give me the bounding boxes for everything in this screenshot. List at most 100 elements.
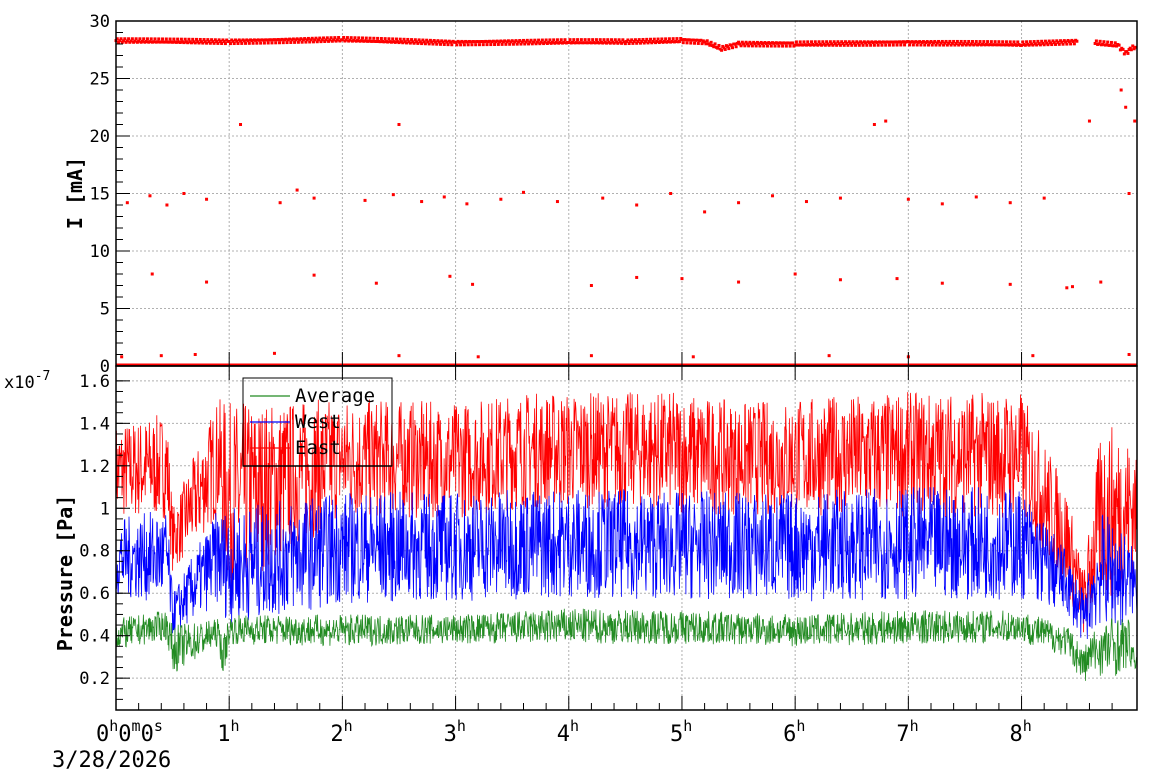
- current-point: [312, 196, 316, 200]
- x-tick-label: 2h: [330, 717, 352, 747]
- y-tick-label: 1: [100, 499, 110, 519]
- current-baseline-point: [1045, 41, 1049, 45]
- current-baseline-point: [318, 36, 322, 40]
- current-baseline-point: [632, 39, 636, 43]
- current-baseline-point: [357, 36, 361, 40]
- current-baseline-point: [206, 38, 210, 42]
- current-point: [635, 203, 639, 207]
- current-point: [974, 195, 978, 199]
- current-baseline-point: [402, 37, 406, 41]
- current-baseline-point: [205, 41, 209, 45]
- current-baseline-point: [544, 38, 548, 42]
- current-baseline-point: [1064, 40, 1068, 44]
- current-baseline-point: [945, 43, 949, 47]
- current-baseline-point: [529, 38, 533, 42]
- exponent-label: x10-7: [4, 369, 50, 393]
- current-baseline-point: [1071, 39, 1075, 43]
- current-baseline-point: [649, 37, 653, 41]
- current-baseline-point: [1065, 42, 1069, 46]
- current-baseline-point: [601, 41, 605, 45]
- current-baseline-point: [660, 37, 664, 41]
- current-point: [448, 274, 452, 278]
- current-baseline-point: [837, 42, 841, 46]
- current-baseline-point: [762, 44, 766, 48]
- current-baseline-point: [508, 42, 512, 46]
- current-baseline-point: [949, 43, 953, 47]
- current-baseline-point: [709, 40, 713, 44]
- current-baseline-point: [189, 41, 193, 45]
- current-baseline-point: [503, 39, 507, 43]
- current-baseline-point: [406, 37, 410, 41]
- current-baseline-point: [608, 41, 612, 45]
- current-point: [521, 190, 525, 194]
- current-baseline-point: [1050, 43, 1054, 47]
- current-baseline-point: [781, 44, 785, 48]
- current-baseline-point: [757, 42, 761, 46]
- current-baseline-point: [489, 43, 493, 47]
- current-point: [182, 192, 186, 195]
- current-baseline-point: [222, 39, 226, 43]
- current-baseline-point: [274, 41, 278, 45]
- current-baseline-point: [247, 41, 251, 45]
- current-baseline-point: [1031, 43, 1035, 47]
- current-baseline-point: [810, 40, 814, 44]
- current-baseline-point: [123, 37, 127, 41]
- current-baseline-point: [176, 37, 180, 41]
- current-baseline-point: [612, 41, 616, 45]
- current-baseline-point: [589, 41, 593, 45]
- current-baseline-point: [930, 43, 934, 47]
- current-baseline-point: [745, 42, 749, 46]
- current-point: [1119, 88, 1123, 92]
- current-baseline-point: [1093, 41, 1097, 45]
- current-baseline-point: [804, 43, 808, 47]
- current-baseline-point: [417, 38, 421, 42]
- current-baseline-point: [1042, 43, 1046, 47]
- current-baseline-point: [1008, 40, 1012, 44]
- current-baseline-point: [986, 40, 990, 44]
- current-baseline-point: [758, 44, 762, 48]
- current-baseline-point: [201, 41, 205, 45]
- series-average-line: [115, 608, 1138, 681]
- current-baseline-point: [446, 43, 450, 47]
- current-baseline-point: [836, 40, 840, 44]
- current-baseline-point: [1109, 40, 1113, 44]
- current-baseline-point: [613, 38, 617, 42]
- current-baseline-point: [894, 40, 898, 44]
- current-baseline-point: [825, 40, 829, 44]
- current-baseline-point: [583, 38, 587, 42]
- current-baseline-point: [1007, 43, 1011, 47]
- current-baseline-point: [772, 41, 776, 45]
- current-baseline-point: [974, 40, 978, 44]
- current-baseline-point: [554, 40, 558, 44]
- current-baseline-point: [227, 40, 231, 44]
- current-baseline-point: [743, 44, 747, 48]
- current-baseline-point: [257, 38, 261, 42]
- current-baseline-point: [499, 39, 503, 43]
- current-baseline-point: [948, 39, 952, 43]
- current-baseline-point: [179, 37, 183, 41]
- current-baseline-point: [586, 41, 590, 45]
- current-baseline-point: [693, 41, 697, 45]
- y-tick-label: 1.4: [79, 414, 110, 434]
- legend-label-average: Average: [295, 385, 375, 407]
- current-baseline-point: [255, 41, 259, 45]
- current-baseline-point: [647, 39, 651, 43]
- current-baseline-point: [677, 40, 681, 44]
- current-baseline-point: [1069, 42, 1073, 46]
- current-baseline-point: [765, 44, 769, 48]
- current-baseline-point: [918, 40, 922, 44]
- series-east-line: [115, 392, 1138, 633]
- current-baseline-point: [621, 38, 625, 42]
- current-baseline-point: [730, 46, 734, 50]
- current-baseline-point: [620, 41, 624, 45]
- current-baseline-point: [333, 36, 337, 40]
- current-baseline-point: [911, 43, 915, 47]
- current-baseline-point: [427, 42, 431, 46]
- current-baseline-point: [1047, 39, 1051, 43]
- current-baseline-point: [593, 41, 597, 45]
- current-point: [465, 202, 469, 206]
- current-baseline-point: [992, 43, 996, 47]
- current-baseline-point: [768, 41, 772, 45]
- y-tick-label: 0.2: [79, 669, 110, 689]
- current-baseline-point: [130, 37, 134, 41]
